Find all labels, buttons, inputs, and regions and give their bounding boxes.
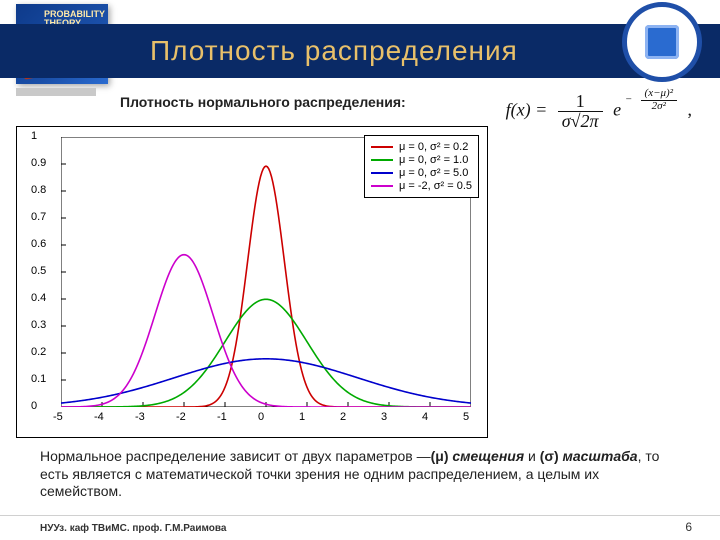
formula-e: e xyxy=(613,100,621,120)
chart-legend: μ = 0, σ² = 0.2μ = 0, σ² = 1.0μ = 0, σ² … xyxy=(364,135,479,198)
normal-pdf-chart: μ = 0, σ² = 0.2μ = 0, σ² = 1.0μ = 0, σ² … xyxy=(16,126,488,438)
legend-row: μ = -2, σ² = 0.5 xyxy=(371,180,472,192)
formula-exponent: − (x−μ)² 2σ² xyxy=(626,88,683,112)
formula-trail: , xyxy=(688,100,693,120)
slide-title: Плотность распределения xyxy=(150,35,518,67)
title-band: Плотность распределения xyxy=(0,24,720,78)
footer-divider xyxy=(0,515,720,516)
subheading: Плотность нормального распределения: xyxy=(120,94,406,110)
decor-gray-bar xyxy=(16,88,96,96)
footer-author: НУУз. каф ТВиМС. проф. Г.М.Раимова xyxy=(40,523,226,534)
body-paragraph: Нормальное распределение зависит от двух… xyxy=(40,448,680,501)
density-formula: f(x) = 1 σ√2π e − (x−μ)² 2σ² , xyxy=(506,92,692,131)
formula-lhs: f(x) = xyxy=(506,100,548,120)
formula-fraction-main: 1 σ√2π xyxy=(558,92,603,131)
legend-row: μ = 0, σ² = 1.0 xyxy=(371,154,472,166)
page-number: 6 xyxy=(685,520,692,534)
university-emblem xyxy=(622,2,702,82)
legend-row: μ = 0, σ² = 5.0 xyxy=(371,167,472,179)
legend-row: μ = 0, σ² = 0.2 xyxy=(371,141,472,153)
